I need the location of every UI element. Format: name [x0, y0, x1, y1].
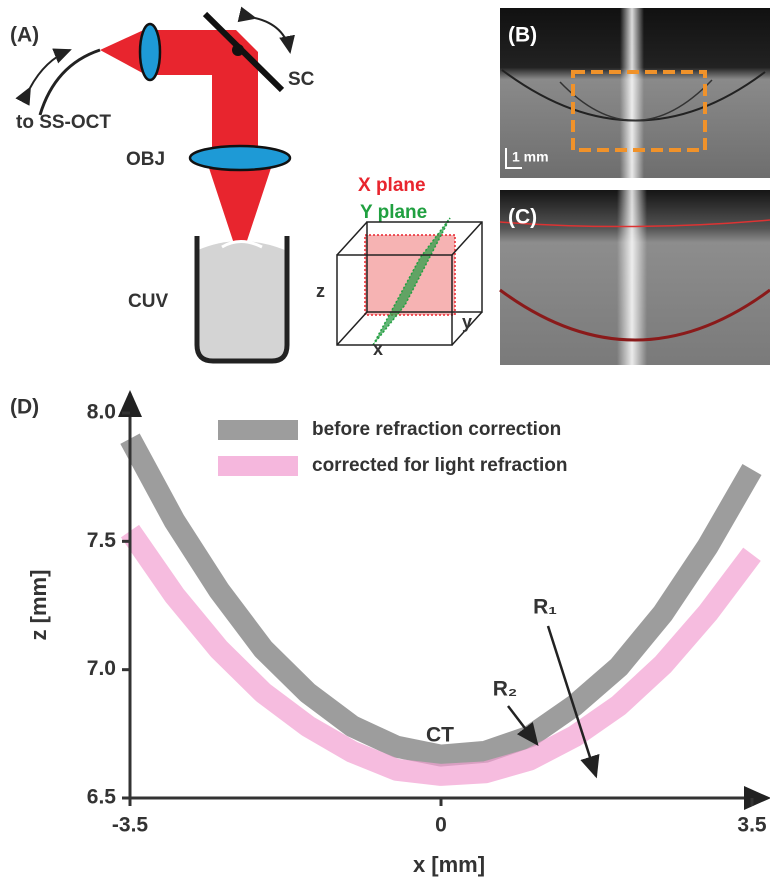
x-tick-label: 0: [435, 814, 447, 837]
label: y: [462, 312, 472, 332]
label: to SS-OCT: [16, 112, 111, 133]
label: Y plane: [360, 202, 427, 223]
annotation: R₁: [533, 596, 557, 619]
x-axis-label: x [mm]: [413, 852, 485, 877]
legend-label: corrected for light refraction: [312, 455, 568, 476]
panel-label: (D): [10, 396, 39, 419]
label: CUV: [128, 291, 168, 312]
legend-swatch: [218, 420, 298, 440]
annotation: CT: [426, 724, 454, 747]
legend-label: before refraction correction: [312, 419, 561, 440]
label: OBJ: [126, 149, 165, 170]
lens: [140, 24, 160, 80]
x-tick-label: -3.5: [112, 814, 149, 837]
label: z: [316, 281, 325, 301]
panel-c: (C): [500, 190, 770, 365]
fiber: [40, 50, 100, 115]
y-tick-label: 6.5: [87, 786, 117, 809]
artifact: [620, 8, 644, 178]
panel-d: (D) x [mm] z [mm] 6.5 7.0 7.5 8.0 -3.5 0 3.5 be…: [10, 393, 768, 877]
cuvette-fill: [198, 241, 285, 360]
panel-label: (C): [508, 206, 537, 229]
panel-label: (A): [10, 24, 39, 47]
y-tick-label: 7.5: [87, 529, 117, 552]
panel-b: (B) 1 mm: [500, 8, 770, 178]
y-tick-label: 7.0: [87, 657, 116, 680]
annotation: R₂: [493, 678, 518, 701]
panel-a: (A) SC OBJ to SS-OCT CUV X plane Y plane…: [10, 14, 482, 361]
panel-label: (B): [508, 24, 537, 47]
legend-swatch: [218, 456, 298, 476]
series-band: [130, 439, 752, 756]
figure: (A) SC OBJ to SS-OCT CUV X plane Y plane…: [0, 0, 770, 886]
y-axis-label: z [mm]: [26, 570, 51, 641]
x-tick-label: 3.5: [737, 814, 767, 837]
lens: [190, 146, 290, 170]
label: x: [373, 339, 383, 359]
cube: [337, 218, 482, 345]
pivot: [232, 44, 244, 56]
label: X plane: [358, 175, 426, 196]
scan-arrow: [255, 18, 290, 52]
scale-label: 1 mm: [512, 149, 549, 165]
fiber-arrow: [30, 50, 70, 88]
y-tick-label: 8.0: [87, 401, 116, 424]
label: SC: [288, 69, 315, 90]
